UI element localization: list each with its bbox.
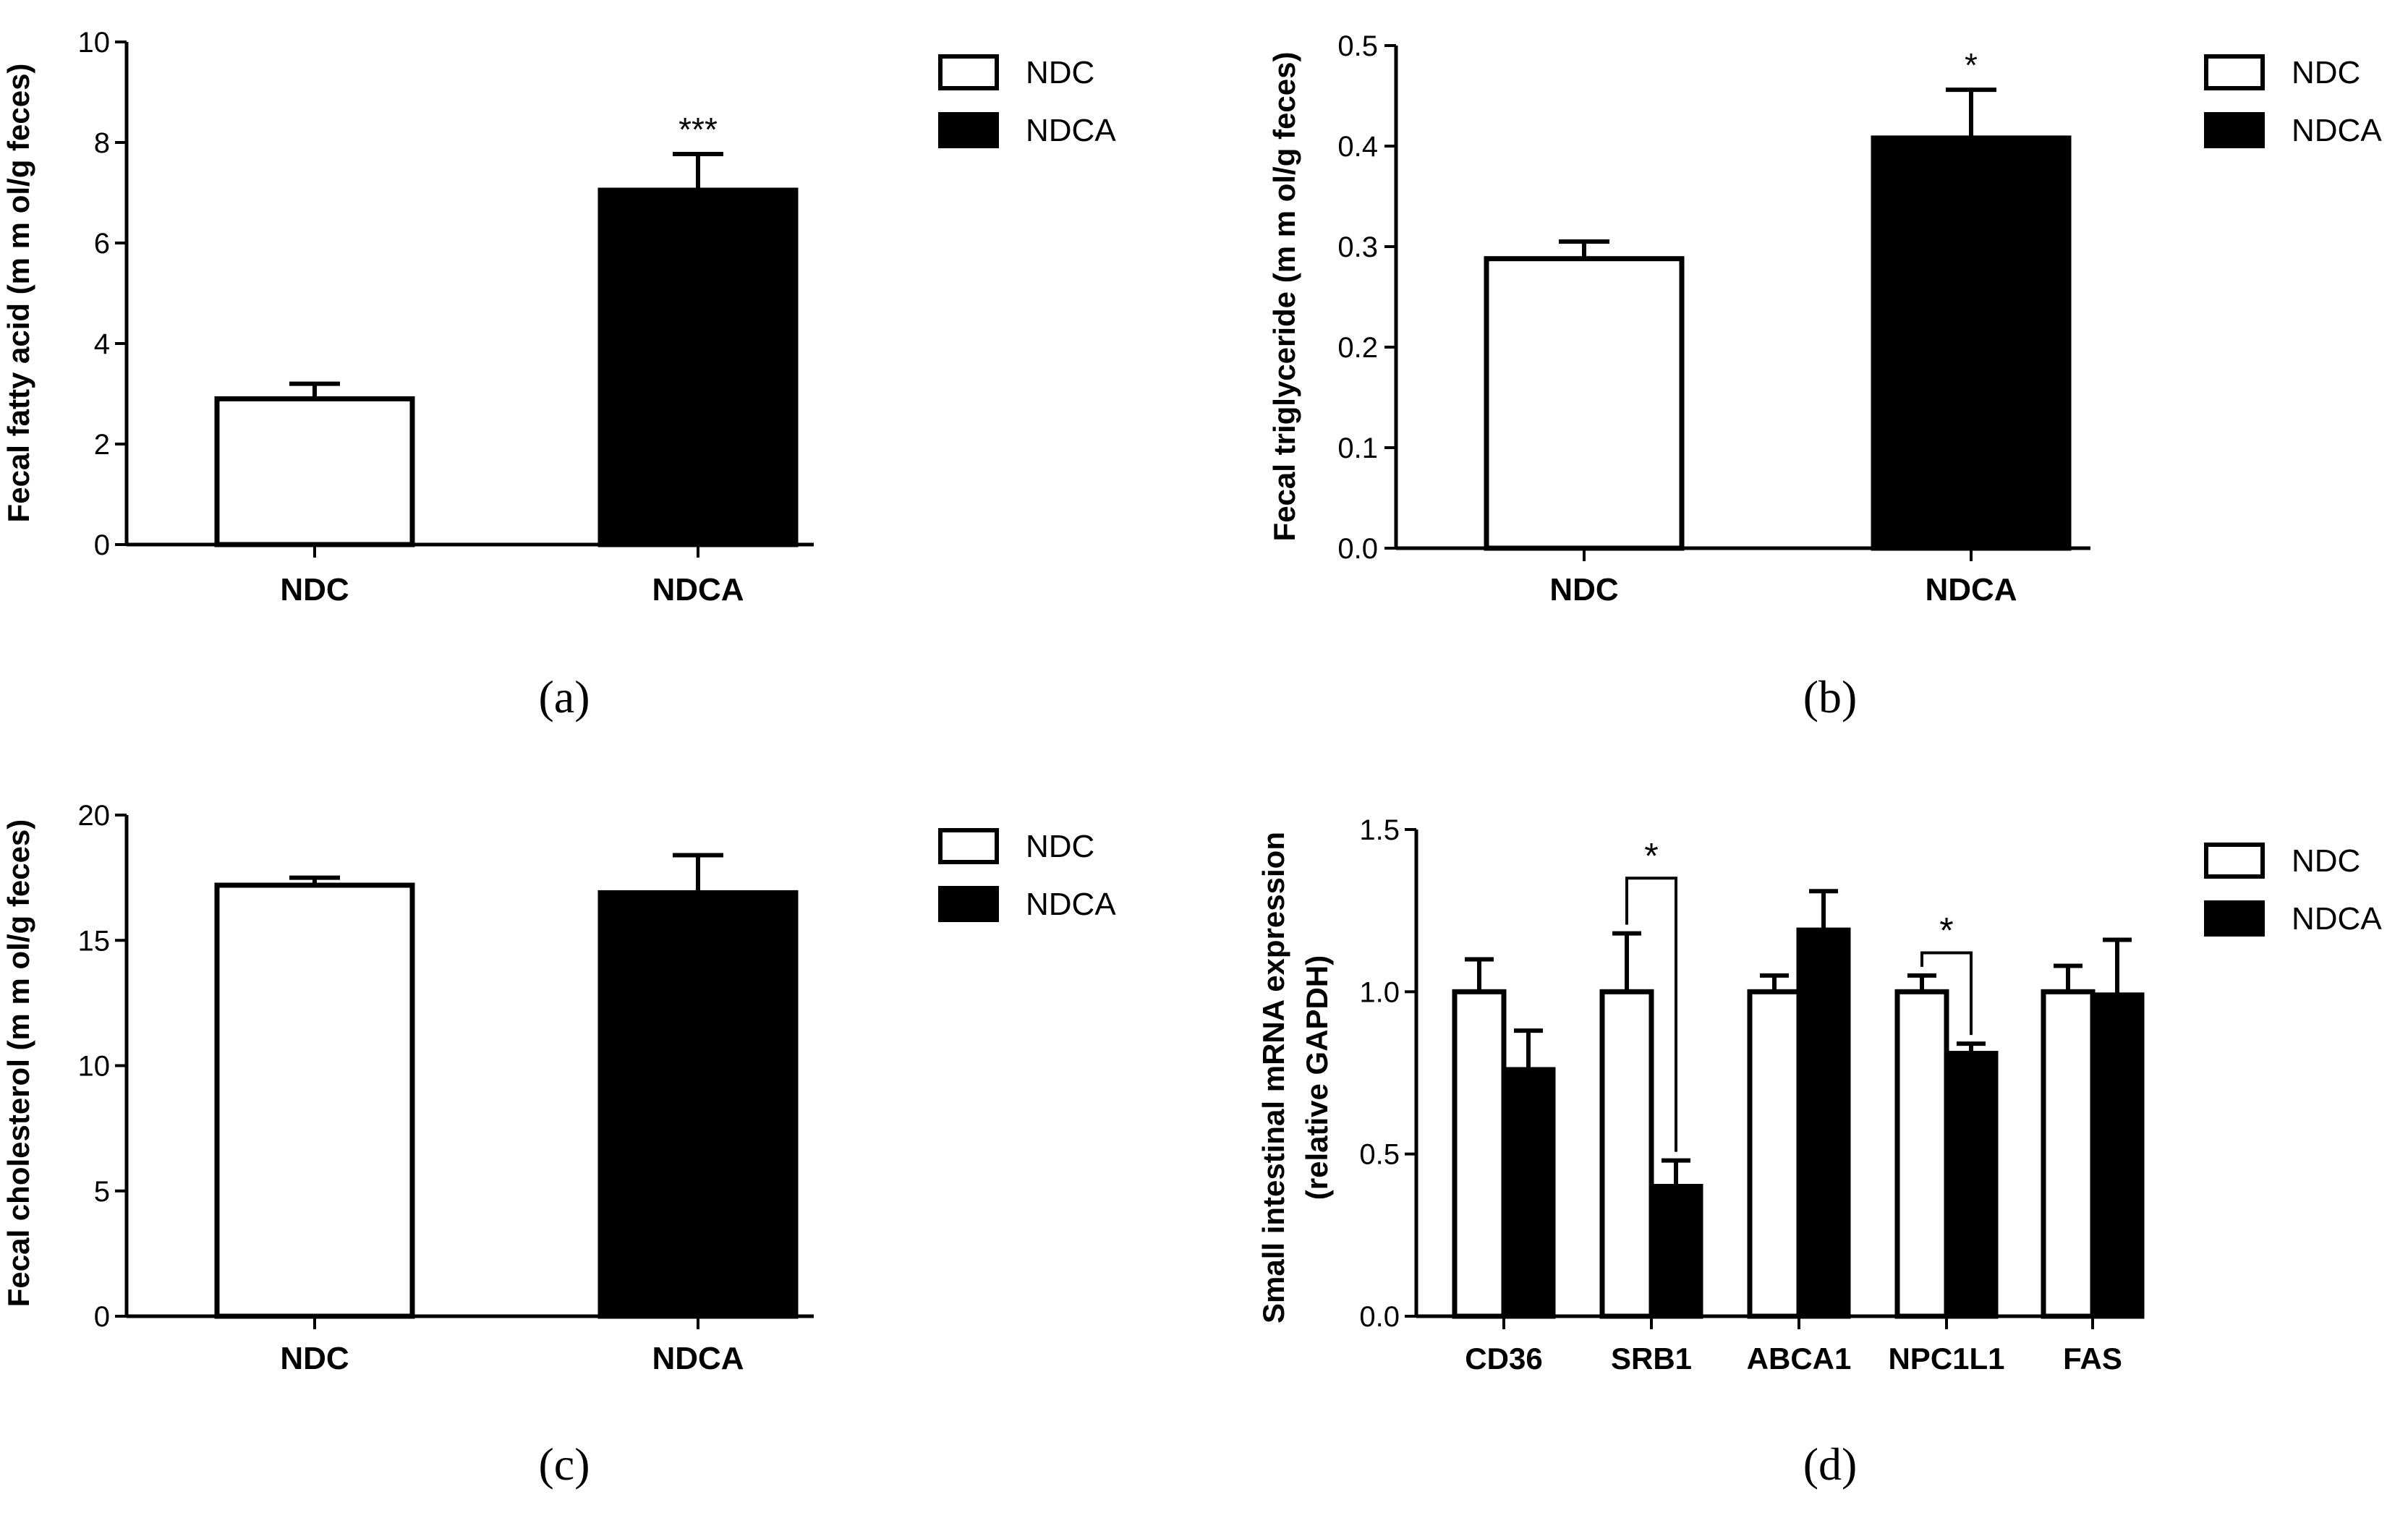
legend-label: NDC <box>1026 55 1094 90</box>
bar <box>214 882 415 1319</box>
y-tick-label: 10 <box>78 27 111 59</box>
legend-swatch <box>938 54 999 90</box>
y-tick-label: 20 <box>78 800 111 832</box>
y-tick-label: 0 <box>94 529 110 561</box>
panel-label: (d) <box>1803 1438 1858 1490</box>
x-tick-label: ABCA1 <box>1747 1342 1852 1376</box>
bar <box>2090 992 2145 1319</box>
y-tick-label: 0.4 <box>1337 131 1378 163</box>
bar <box>1747 989 1802 1319</box>
y-tick-label: 0.5 <box>1359 1139 1400 1171</box>
y-axis-title: Fecal triglyceride (m m ol/g feces) <box>1267 52 1301 542</box>
legend-swatch <box>2204 843 2265 879</box>
y-axis-title: Fecal cholesterol (m m ol/g feces) <box>1 819 35 1308</box>
legend-label: NDCA <box>2292 113 2382 148</box>
x-tick-label: NDC <box>280 1341 349 1376</box>
bar <box>1452 989 1507 1319</box>
bar <box>1501 1067 1556 1319</box>
legend-swatch <box>2204 54 2265 90</box>
chart-panel-c: 0 5 10 15 20 Fecal cholesterol (m m ol/g fece… <box>1 800 1116 1490</box>
x-tick-label: SRB1 <box>1611 1342 1692 1376</box>
chart-panel-a: 0 2 4 6 8 10 Fecal fatty acid (m m ol/g feces)… <box>1 27 1116 722</box>
y-tick-label: 4 <box>94 328 110 360</box>
bar <box>2041 989 2096 1319</box>
x-tick-label: NPC1L1 <box>1888 1342 2004 1376</box>
bar <box>1599 989 1654 1319</box>
y-tick-label: 8 <box>94 127 110 159</box>
bar <box>1871 135 2072 551</box>
x-tick-label: FAS <box>2063 1342 2122 1376</box>
legend-swatch <box>938 828 999 864</box>
panel-label: (a) <box>538 671 590 722</box>
panel-label: (c) <box>538 1438 590 1490</box>
y-tick-label: 5 <box>94 1176 110 1208</box>
significance-marker: * <box>1644 835 1658 876</box>
legend: NDC NDCA <box>938 828 1116 922</box>
panel-label: (b) <box>1803 671 1858 722</box>
legend-swatch <box>938 112 999 148</box>
y-tick-label: 10 <box>78 1051 111 1083</box>
y-tick-label: 1.0 <box>1359 976 1400 1008</box>
chart-panel-b: 0.0 0.1 0.2 0.3 0.4 0.5 Fecal triglyceride (m … <box>1267 30 2382 722</box>
legend-label: NDC <box>2292 843 2360 879</box>
significance-marker: * <box>1965 46 1978 84</box>
bar <box>1894 989 1949 1319</box>
legend-label: NDCA <box>1026 113 1116 148</box>
significance-bracket <box>1625 877 1677 1152</box>
legend-swatch <box>2204 112 2265 148</box>
significance-marker: * <box>1939 910 1953 950</box>
y-tick-label: 15 <box>78 925 111 957</box>
legend-label: NDC <box>1026 829 1094 864</box>
x-tick-label: NDCA <box>1925 572 2017 607</box>
x-tick-label: NDC <box>1549 572 1618 607</box>
legend: NDC NDCA <box>2204 843 2382 937</box>
legend: NDC NDCA <box>938 54 1116 148</box>
y-tick-label: 0.2 <box>1337 332 1378 364</box>
y-tick-label: 0.1 <box>1337 432 1378 464</box>
y-axis-title: Small intestinal mRNA expression <box>1256 832 1290 1323</box>
significance-bracket <box>1920 951 1973 1036</box>
y-tick-label: 0.0 <box>1337 533 1378 565</box>
legend: NDC NDCA <box>2204 54 2382 148</box>
bar <box>1484 256 1685 551</box>
bar <box>214 396 415 547</box>
significance-marker: *** <box>678 111 718 148</box>
x-tick-label: NDCA <box>652 572 744 607</box>
legend-label: NDCA <box>1026 887 1116 922</box>
y-axis-title: (relative GAPDH) <box>1300 955 1334 1200</box>
x-tick-label: CD36 <box>1465 1342 1542 1376</box>
legend-label: NDC <box>2292 55 2360 90</box>
y-tick-label: 0.0 <box>1359 1301 1400 1333</box>
bar <box>597 187 799 547</box>
y-tick-label: 0.3 <box>1337 231 1378 263</box>
y-tick-label: 0 <box>94 1301 110 1333</box>
legend-swatch <box>938 886 999 922</box>
bar <box>597 890 799 1319</box>
bar <box>1944 1051 1999 1319</box>
legend-label: NDCA <box>2292 901 2382 937</box>
bar <box>1796 927 1851 1319</box>
legend-swatch <box>2204 900 2265 937</box>
y-tick-label: 1.5 <box>1359 814 1400 846</box>
y-tick-label: 2 <box>94 429 110 461</box>
x-tick-label: NDC <box>280 572 349 607</box>
bar <box>1648 1184 1703 1319</box>
y-tick-label: 6 <box>94 228 110 260</box>
y-axis-title: Fecal fatty acid (m m ol/g feces) <box>1 64 35 523</box>
y-tick-label: 0.5 <box>1337 30 1378 62</box>
x-tick-label: NDCA <box>652 1341 744 1376</box>
chart-panel-d: 0.0 0.5 1.0 1.5 Small intestinal mRNA expres… <box>1256 814 2382 1490</box>
